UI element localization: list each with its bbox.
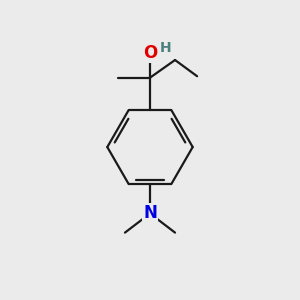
- Text: O: O: [143, 44, 157, 62]
- Text: N: N: [143, 205, 157, 223]
- Text: H: H: [160, 41, 171, 55]
